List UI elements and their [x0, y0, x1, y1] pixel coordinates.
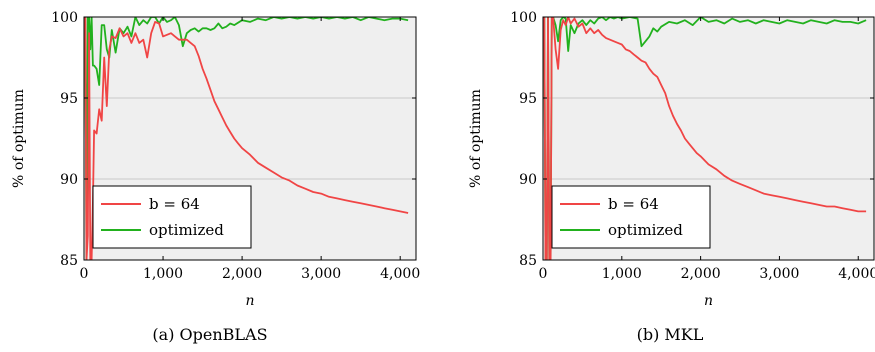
- legend-label-optimized: optimized: [608, 221, 683, 239]
- chart-panel-openblas: 85 90 95 100 0 1,000 2,000 3,000 4,000 n % of opti…: [11, 10, 420, 344]
- axes-frame: [83, 16, 417, 261]
- legend-label-b64: b = 64: [608, 195, 659, 213]
- ytick-label: 90: [519, 172, 537, 188]
- legend: b = 64 optimized: [92, 185, 252, 249]
- y-axis-label: % of optimum: [468, 89, 484, 188]
- ytick-label: 95: [519, 91, 537, 107]
- xtick-label: 1,000: [602, 266, 642, 282]
- series-line-b64: [84, 17, 409, 260]
- ytick-label: 100: [510, 10, 537, 26]
- legend-box: [92, 185, 252, 249]
- y-axis-label: % of optimum: [11, 89, 27, 188]
- ytick-label: 85: [60, 253, 78, 269]
- xtick-label: 3,000: [301, 266, 341, 282]
- ytick-label: 100: [51, 10, 78, 26]
- legend-box: [551, 185, 711, 249]
- series-line-optimized: [543, 17, 867, 260]
- ytick-label: 95: [60, 91, 78, 107]
- ytick-label: 90: [60, 172, 78, 188]
- xtick-label: 2,000: [222, 266, 262, 282]
- xtick-label: 4,000: [838, 266, 875, 282]
- x-axis-label: n: [704, 293, 713, 309]
- xtick-label: 1,000: [143, 266, 183, 282]
- figure-caption: (a) OpenBLAS: [152, 325, 267, 344]
- xtick-label: 0: [539, 266, 548, 282]
- ytick-label: 85: [519, 253, 537, 269]
- legend-label-b64: b = 64: [149, 195, 200, 213]
- xtick-label: 3,000: [759, 266, 799, 282]
- chart-panel-mkl: 85 90 95 100 0 1,000 2,000 3,000 4,000 n % of opti…: [468, 10, 875, 344]
- axes-frame: [542, 16, 875, 261]
- x-axis-label: n: [245, 293, 254, 309]
- xtick-label: 2,000: [681, 266, 721, 282]
- legend: b = 64 optimized: [551, 185, 711, 249]
- series-line-b64: [543, 17, 867, 260]
- figure-caption: (b) MKL: [637, 325, 704, 344]
- xtick-label: 0: [80, 266, 89, 282]
- legend-label-optimized: optimized: [149, 221, 224, 239]
- xtick-label: 4,000: [380, 266, 420, 282]
